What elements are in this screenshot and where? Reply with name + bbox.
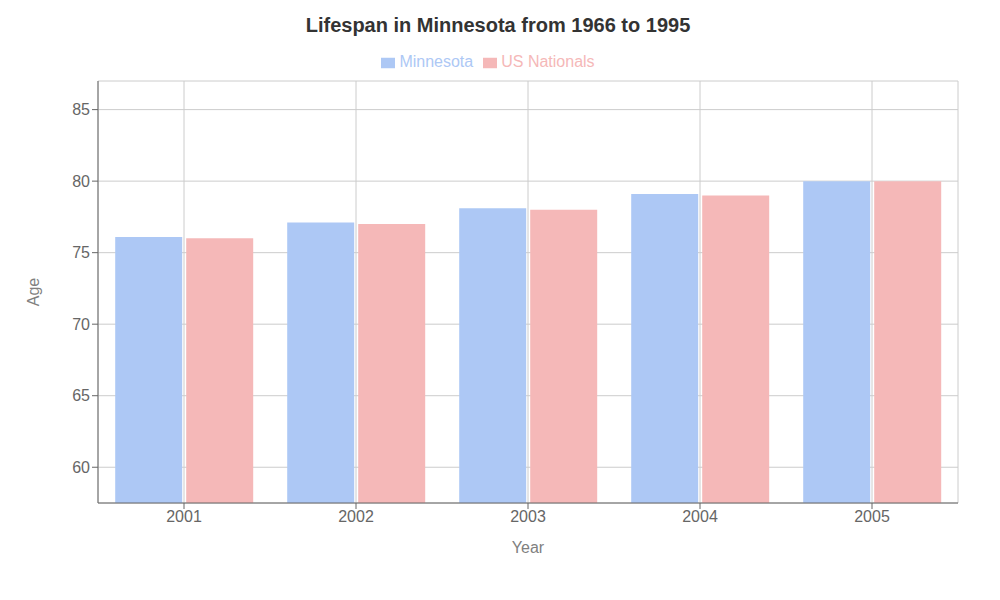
svg-text:85: 85 bbox=[72, 101, 90, 118]
svg-text:2003: 2003 bbox=[510, 508, 546, 525]
svg-text:2005: 2005 bbox=[854, 508, 890, 525]
svg-text:65: 65 bbox=[72, 387, 90, 404]
svg-text:75: 75 bbox=[72, 244, 90, 261]
svg-text:Year: Year bbox=[512, 539, 545, 556]
svg-text:70: 70 bbox=[72, 316, 90, 333]
svg-text:2002: 2002 bbox=[338, 508, 374, 525]
svg-text:80: 80 bbox=[72, 173, 90, 190]
svg-text:2004: 2004 bbox=[682, 508, 718, 525]
svg-text:2001: 2001 bbox=[166, 508, 202, 525]
svg-text:Age: Age bbox=[25, 278, 42, 307]
html-text:Lifespan in Minnesota from 196: Lifespan in Minnesota from 1966 to 1995 bbox=[305, 14, 691, 36]
html-text:Minnesota: Minnesota bbox=[399, 53, 474, 70]
svg-text:60: 60 bbox=[72, 459, 90, 476]
html-text:US Nationals: US Nationals bbox=[501, 53, 595, 70]
